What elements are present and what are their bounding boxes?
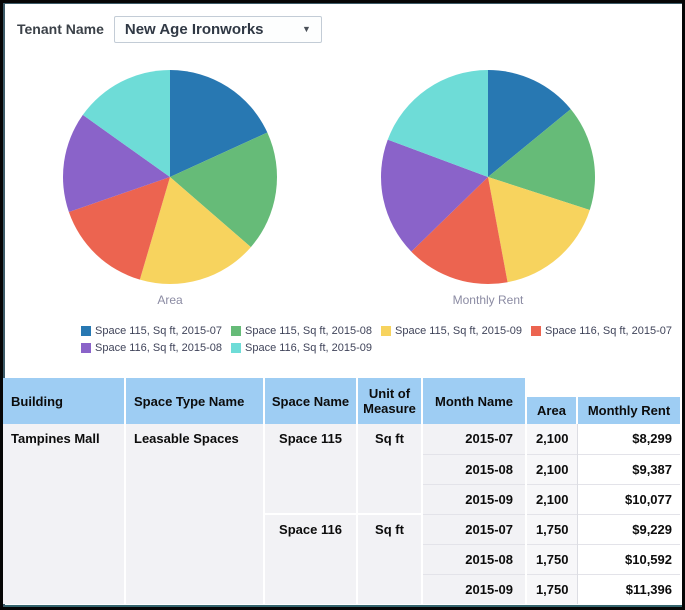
column-header-area: Area <box>526 378 577 424</box>
pie-charts-row: Area Monthly Rent <box>3 69 682 307</box>
month-cell: 2015-08 <box>422 453 527 484</box>
legend-item: Space 115, Sq ft, 2015-08 <box>231 323 372 338</box>
column-header-space-type-name: Space Type Name <box>125 378 265 424</box>
legend-item: Space 115, Sq ft, 2015-09 <box>381 323 522 338</box>
rent-cell: $11,396 <box>577 573 680 604</box>
pie-slice[interactable] <box>381 139 488 252</box>
legend-item: Space 116, Sq ft, 2015-08 <box>81 340 222 355</box>
legend-item: Space 115, Sq ft, 2015-07 <box>81 323 222 338</box>
table-row: 2015-08 1,750 $10,592 <box>3 543 680 574</box>
table-row: 2015-08 2,100 $9,387 <box>3 453 680 484</box>
space-name-cell: Space 116 <box>264 513 358 604</box>
rent-cell: $9,229 <box>577 513 680 544</box>
table-row: Space 116 Sq ft 2015-07 1,750 $9,229 <box>3 513 680 604</box>
pie-slice[interactable] <box>387 70 488 177</box>
rent-cell: $8,299 <box>577 424 680 454</box>
pie-slice[interactable] <box>139 177 251 285</box>
tenant-name-selected-value: New Age Ironworks <box>124 20 264 38</box>
pie-slice[interactable] <box>411 177 508 284</box>
rent-pivot-table: Building Space Type Name Space Name Unit… <box>3 378 680 604</box>
area-cell: 2,100 <box>526 424 578 454</box>
chevron-down-icon: ▼ <box>301 24 311 34</box>
area-cell: 2,100 <box>526 483 578 514</box>
chart-legend: Space 115, Sq ft, 2015-07 Space 115, Sq … <box>81 323 681 355</box>
space-name-cell: Space 115 <box>264 424 358 514</box>
rent-cell: $10,592 <box>577 543 680 574</box>
monthly-rent-pie-chart[interactable] <box>380 69 596 285</box>
month-cell: 2015-09 <box>422 483 527 514</box>
table-header-row: Building Space Type Name Space Name Unit… <box>3 378 680 424</box>
rent-cell: $10,077 <box>577 483 680 514</box>
area-pie-chart[interactable] <box>62 69 278 285</box>
legend-swatch-icon <box>81 325 91 336</box>
monthly-rent-chart-block: Monthly Rent <box>379 69 597 307</box>
unit-cell: Sq ft <box>357 513 423 604</box>
pie-slice[interactable] <box>170 132 278 248</box>
legend-swatch-icon <box>231 342 241 353</box>
pie-slice[interactable] <box>488 109 596 210</box>
pie-slice[interactable] <box>170 70 268 177</box>
pie-slice[interactable] <box>82 70 170 177</box>
building-cell: Tampines Mall <box>3 424 126 604</box>
pie-slice[interactable] <box>488 177 590 283</box>
table-row: 2015-09 1,750 $11,396 <box>3 573 680 604</box>
unit-cell: Sq ft <box>357 424 423 514</box>
rent-cell: $9,387 <box>577 453 680 484</box>
area-chart-caption: Area <box>157 293 183 307</box>
legend-swatch-icon <box>531 325 541 336</box>
column-header-building: Building <box>3 378 126 424</box>
column-header-month-name: Month Name <box>422 378 527 424</box>
area-cell: 2,100 <box>526 453 578 484</box>
legend-item: Space 116, Sq ft, 2015-07 <box>531 323 672 338</box>
column-header-space-name: Space Name <box>264 378 358 424</box>
column-header-monthly-rent: Monthly Rent <box>576 378 680 424</box>
tenant-name-label: Tenant Name <box>17 21 104 37</box>
filter-bar: Tenant Name New Age Ironworks ▼ <box>3 3 682 45</box>
table-row: 2015-09 2,100 $10,077 <box>3 483 680 514</box>
area-chart-block: Area <box>61 69 279 307</box>
space-type-cell: Leasable Spaces <box>125 424 265 604</box>
area-cell: 1,750 <box>526 543 578 574</box>
month-cell: 2015-07 <box>422 424 527 454</box>
monthly-rent-chart-caption: Monthly Rent <box>452 293 524 307</box>
pie-slice[interactable] <box>488 70 571 177</box>
legend-swatch-icon <box>81 342 91 353</box>
legend-swatch-icon <box>381 325 391 336</box>
area-cell: 1,750 <box>526 573 578 604</box>
pie-slice[interactable] <box>62 114 170 212</box>
column-header-unit-of-measure: Unit of Measure <box>357 378 423 424</box>
table-row: Tampines Mall Leasable Spaces Space 115 … <box>3 424 680 604</box>
tenant-name-select[interactable]: New Age Ironworks ▼ <box>113 15 322 43</box>
month-cell: 2015-09 <box>422 573 527 604</box>
area-cell: 1,750 <box>526 513 578 544</box>
legend-swatch-icon <box>231 325 241 336</box>
month-cell: 2015-08 <box>422 543 527 574</box>
pie-slice[interactable] <box>68 177 170 280</box>
month-cell: 2015-07 <box>422 513 527 544</box>
legend-item: Space 116, Sq ft, 2015-09 <box>231 340 372 355</box>
